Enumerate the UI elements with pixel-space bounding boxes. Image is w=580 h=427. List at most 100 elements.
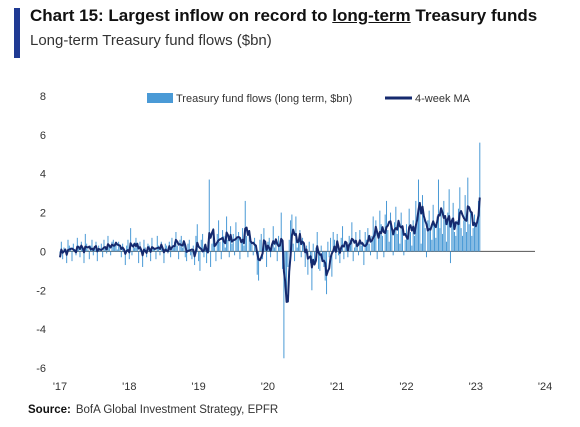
bar — [344, 243, 346, 252]
bar — [128, 251, 130, 260]
bar — [350, 239, 352, 252]
bar — [115, 243, 117, 252]
bar — [143, 239, 145, 252]
bar — [436, 216, 438, 252]
bar — [371, 235, 373, 252]
bar — [259, 239, 261, 252]
bar — [210, 251, 212, 267]
bar — [334, 239, 336, 252]
bar — [187, 243, 189, 252]
bar — [352, 251, 354, 262]
bar — [62, 251, 64, 260]
bar — [444, 220, 446, 252]
bar — [390, 212, 392, 252]
chart-title: Chart 15: Largest inflow on record to lo… — [30, 6, 537, 26]
bar — [312, 243, 314, 252]
bar — [276, 251, 278, 262]
bar — [456, 220, 458, 252]
bar — [469, 212, 471, 252]
x-tick-label: '18 — [122, 381, 136, 393]
bar — [87, 249, 89, 252]
bar — [272, 226, 274, 252]
bar — [439, 228, 441, 252]
bar — [440, 208, 442, 252]
bar — [194, 251, 196, 266]
bar — [202, 233, 204, 252]
bar — [423, 216, 425, 252]
bar — [102, 251, 104, 258]
bar — [347, 251, 349, 258]
bar — [130, 228, 132, 252]
source-note: Source: BofA Global Investment Strategy, … — [28, 404, 278, 416]
bar — [239, 251, 241, 260]
source-label: Source: — [28, 404, 71, 416]
bar — [204, 247, 206, 252]
bar — [328, 251, 330, 258]
bar — [244, 200, 246, 252]
title-accent-bar — [14, 8, 20, 58]
bar — [76, 237, 78, 252]
bar — [208, 179, 210, 252]
x-tick-label: '19 — [191, 381, 205, 393]
y-tick-label: 4 — [40, 169, 46, 181]
bar — [186, 251, 188, 262]
bar — [335, 251, 337, 260]
bar — [119, 247, 121, 252]
bar — [191, 251, 193, 260]
bar — [127, 239, 129, 252]
bar — [214, 245, 216, 252]
bar — [479, 142, 481, 252]
bar — [67, 239, 69, 252]
bar — [275, 239, 277, 252]
bar — [110, 251, 112, 256]
y-tick-label: 0 — [40, 246, 46, 258]
bar — [195, 235, 197, 252]
bar — [164, 243, 166, 252]
bar — [435, 237, 437, 252]
bar — [196, 224, 198, 252]
bar — [106, 251, 108, 254]
bar — [274, 247, 276, 252]
bar — [211, 243, 213, 252]
bar — [308, 241, 310, 252]
bar — [152, 247, 154, 252]
bar — [170, 251, 172, 258]
bar — [228, 251, 230, 258]
bar — [114, 245, 116, 252]
bar — [231, 243, 233, 252]
bar — [473, 214, 475, 252]
chart-title-underlined: long-term — [332, 6, 411, 25]
bar — [136, 245, 138, 252]
bar — [184, 251, 186, 258]
bar — [318, 251, 320, 269]
bar — [260, 233, 262, 252]
bar — [234, 251, 236, 256]
bar — [280, 212, 282, 252]
bar — [266, 251, 268, 267]
bar — [223, 235, 225, 252]
bar — [131, 251, 133, 256]
bar — [477, 200, 479, 252]
bar — [323, 251, 325, 267]
bar — [460, 228, 462, 252]
bar — [452, 202, 454, 252]
bar — [378, 237, 380, 252]
bar — [224, 247, 226, 252]
bar — [150, 251, 152, 262]
bar — [412, 220, 414, 252]
bar — [232, 233, 234, 252]
bar — [134, 247, 136, 252]
bar — [183, 241, 185, 252]
y-tick-label: -2 — [36, 285, 46, 297]
bar — [138, 251, 140, 264]
bar — [292, 243, 294, 252]
bar — [167, 251, 169, 254]
bar — [290, 220, 292, 252]
bar — [331, 251, 333, 277]
flows-chart: 8 6 4 2 0 -2 -4 -6 '17 '18 '19 '20 '21 '22 '23 '24 Treas… — [36, 91, 552, 393]
y-tick-label: -4 — [36, 324, 46, 336]
bar — [330, 237, 332, 252]
bar — [332, 232, 334, 252]
bar — [449, 251, 451, 264]
bar — [278, 235, 280, 252]
